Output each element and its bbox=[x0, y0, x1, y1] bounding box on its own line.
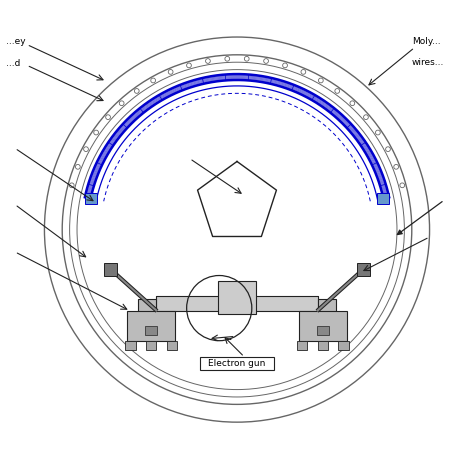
Bar bbox=[85, 192, 97, 204]
Bar bbox=[128, 311, 175, 341]
Text: wires...: wires... bbox=[412, 58, 444, 67]
Bar bbox=[218, 282, 256, 314]
Bar bbox=[338, 341, 349, 350]
Bar bbox=[318, 341, 328, 350]
Bar bbox=[297, 341, 307, 350]
Bar bbox=[299, 311, 346, 341]
Bar bbox=[104, 263, 118, 276]
Bar bbox=[317, 326, 329, 335]
Text: Moly...: Moly... bbox=[412, 37, 440, 46]
Text: ...d: ...d bbox=[6, 59, 20, 68]
Bar bbox=[145, 326, 157, 335]
Text: Electron gun: Electron gun bbox=[208, 359, 266, 368]
Bar bbox=[200, 357, 274, 370]
Bar bbox=[138, 299, 155, 332]
Bar bbox=[125, 341, 136, 350]
Bar bbox=[377, 192, 389, 204]
Bar bbox=[155, 296, 319, 311]
Bar bbox=[356, 263, 370, 276]
Text: ...ey: ...ey bbox=[6, 37, 26, 46]
Bar bbox=[167, 341, 177, 350]
Bar bbox=[319, 299, 336, 332]
Bar bbox=[146, 341, 156, 350]
